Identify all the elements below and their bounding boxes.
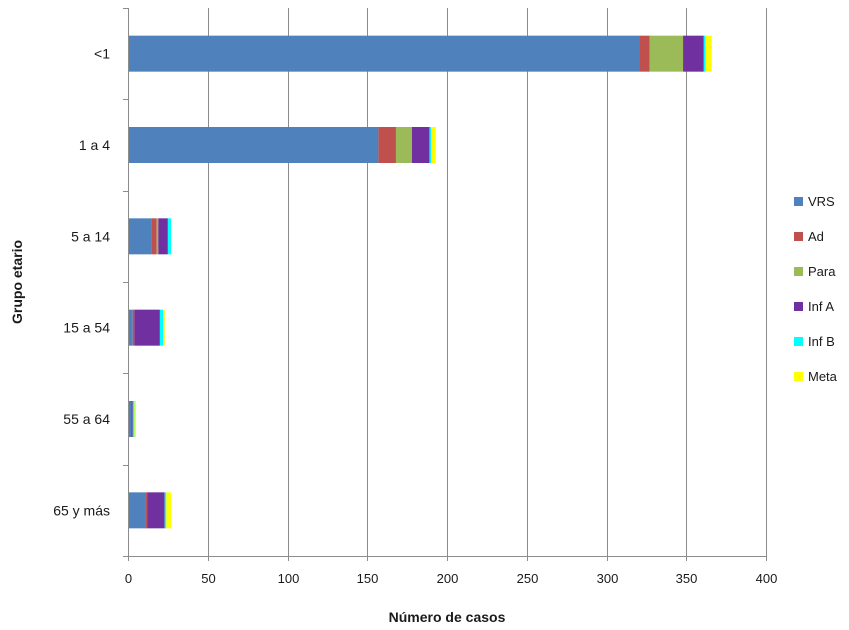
bar-segment-vrs-65-y-m-s — [128, 492, 146, 529]
legend-swatch-meta — [794, 372, 803, 381]
bar-segment-inf-a-lt1 — [683, 35, 704, 72]
bar-segment-inf-b-15-a-54 — [159, 309, 164, 346]
legend-swatch-ad — [794, 232, 803, 241]
x-axis-title: Número de casos — [389, 609, 506, 625]
legend-swatch-inf-b — [794, 337, 803, 346]
bar-segment-inf-b-55-a-64 — [132, 401, 135, 437]
y-category-label: <1 — [94, 46, 110, 62]
x-tick-label: 100 — [278, 571, 300, 586]
legend-label-inf-a: Inf A — [808, 299, 834, 314]
x-tick-label: 300 — [597, 571, 619, 586]
bar-segment-meta-55-a-64 — [134, 401, 136, 437]
y-axis-title: Grupo etario — [9, 240, 25, 324]
gridlines — [208, 8, 767, 556]
bar-segment-ad-1-a-4 — [378, 127, 396, 163]
bar-segment-meta-lt1 — [705, 35, 712, 72]
bar-segment-inf-b-5-a-14 — [167, 218, 172, 255]
bars — [128, 35, 712, 529]
bar-segment-vrs-1-a-4 — [128, 127, 379, 163]
bar-segment-vrs-15-a-54 — [128, 309, 133, 346]
legend-label-vrs: VRS — [808, 194, 835, 209]
bar-segment-para-lt1 — [649, 35, 684, 72]
axes: 0 50 100 150 200 250 300 350 400 <1 1 a 4 5 a 14 15 … — [53, 8, 777, 586]
legend-swatch-para — [794, 267, 803, 276]
bar-segment-meta-65-y-m-s — [166, 492, 172, 529]
x-tick-label: 0 — [125, 571, 132, 586]
bar-segment-inf-b-1-a-4 — [429, 127, 432, 163]
x-tick-label: 150 — [357, 571, 379, 586]
x-tick-label: 400 — [756, 571, 778, 586]
legend-swatch-inf-a — [794, 302, 803, 311]
bar-segment-inf-b-65-y-m-s — [164, 492, 167, 529]
y-category-label: 15 a 54 — [63, 320, 110, 336]
bar-segment-inf-a-15-a-54 — [134, 309, 160, 346]
bar-segment-inf-a-65-y-m-s — [147, 492, 165, 529]
bar-segment-inf-a-5-a-14 — [158, 218, 168, 255]
y-category-label: 1 a 4 — [79, 137, 110, 153]
bar-segment-ad-15-a-54 — [132, 309, 135, 346]
bar-segment-inf-b-lt1 — [703, 35, 706, 72]
bar-segment-vrs-5-a-14 — [128, 218, 152, 255]
bar-segment-vrs-55-a-64 — [128, 401, 132, 437]
bar-segment-meta-15-a-54 — [163, 309, 165, 346]
bar-segment-ad-5-a-14 — [151, 218, 157, 255]
bar-segment-ad-65-y-m-s — [145, 492, 148, 529]
bar-segment-inf-a-55-a-64 — [131, 401, 133, 437]
legend-label-ad: Ad — [808, 229, 824, 244]
bar-segment-inf-a-1-a-4 — [411, 127, 430, 163]
legend: VRS Ad Para Inf A Inf B Meta — [794, 194, 838, 384]
y-category-label: 55 a 64 — [63, 411, 110, 427]
y-category-label: 65 y más — [53, 502, 110, 518]
x-tick-label: 200 — [437, 571, 459, 586]
x-tick-label: 50 — [201, 571, 215, 586]
bar-segment-meta-1-a-4 — [431, 127, 436, 163]
bar-segment-ad-lt1 — [639, 35, 650, 72]
legend-label-meta: Meta — [808, 369, 838, 384]
x-tick-label: 350 — [676, 571, 698, 586]
bar-segment-vrs-lt1 — [128, 35, 640, 72]
y-category-label: 5 a 14 — [71, 228, 110, 244]
x-tick-label: 250 — [517, 571, 539, 586]
legend-label-para: Para — [808, 264, 836, 279]
legend-label-inf-b: Inf B — [808, 334, 835, 349]
bar-segment-para-5-a-14 — [156, 218, 159, 255]
bar-segment-para-1-a-4 — [395, 127, 412, 163]
legend-swatch-vrs — [794, 197, 803, 206]
